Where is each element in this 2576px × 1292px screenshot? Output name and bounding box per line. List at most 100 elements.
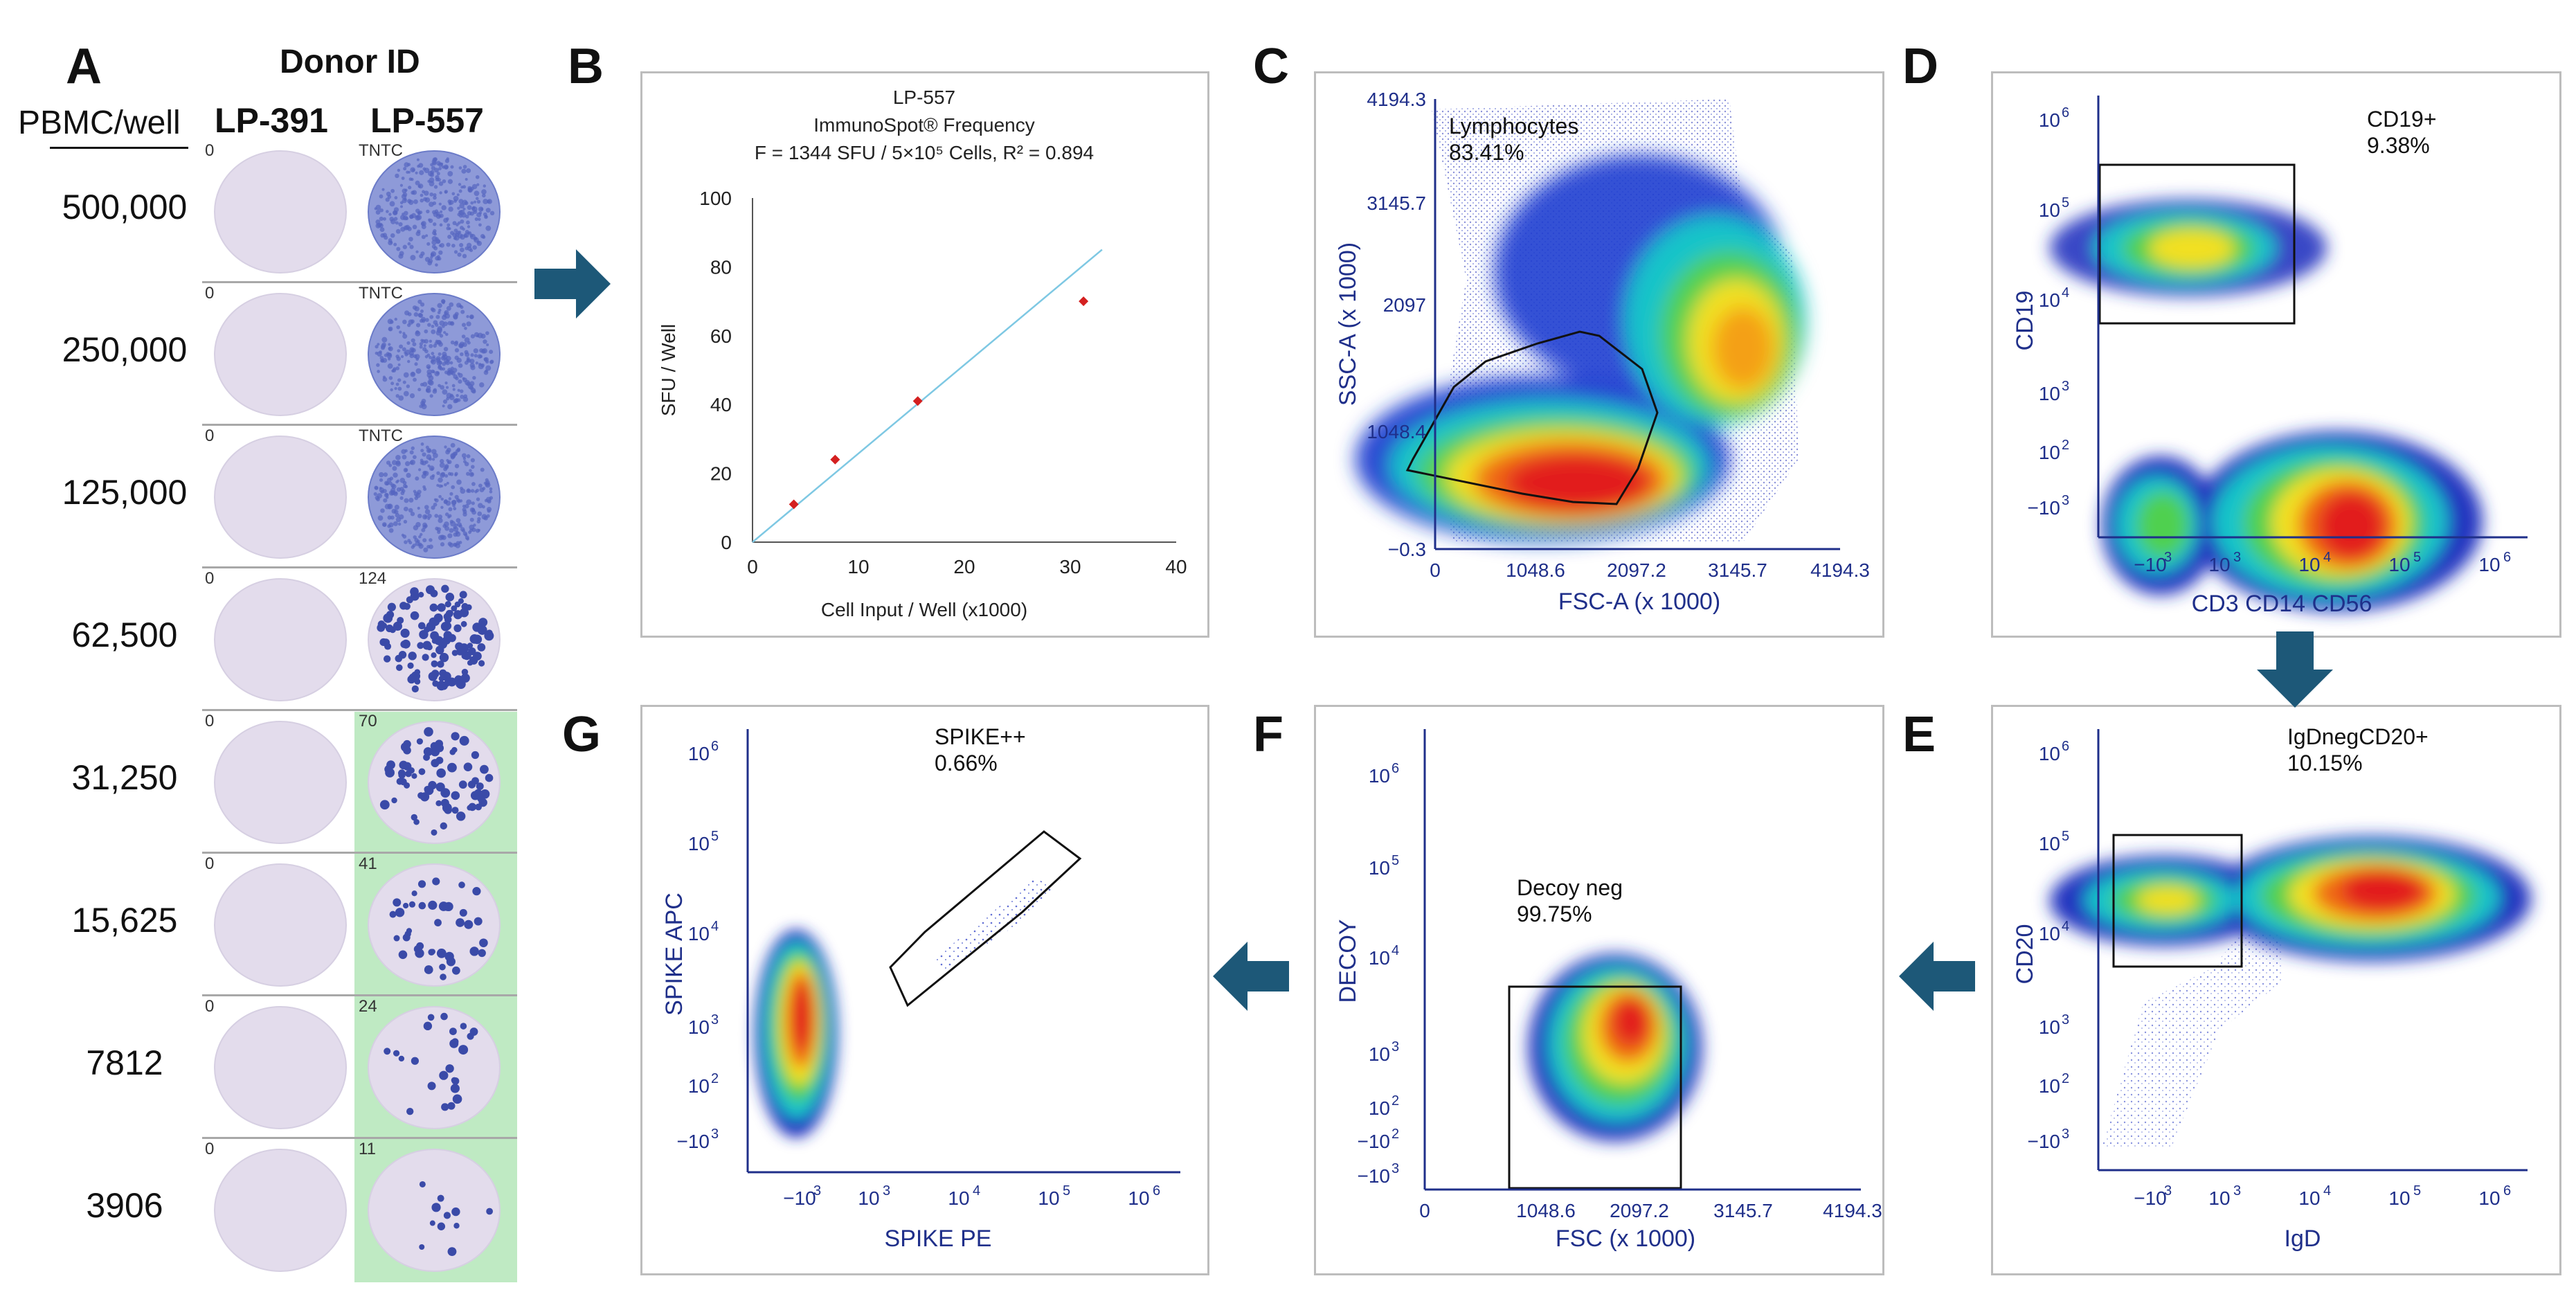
panel-label-e: E: [1902, 707, 1936, 762]
panel-e-frame: [1991, 705, 2561, 1275]
row-divider: [202, 1137, 517, 1139]
x-tick-label: 10: [847, 556, 869, 577]
tick-exponent: 2: [2062, 1071, 2069, 1086]
tick-label: 4194.3: [1367, 89, 1426, 110]
tick-label: 10: [2039, 289, 2060, 311]
y-tick-label: 40: [710, 394, 732, 415]
scatter-cloud: [2102, 933, 2282, 1148]
tick-exponent: 3: [2233, 550, 2241, 565]
tick-label: 10: [1369, 1097, 1390, 1119]
tick-label: 10: [1038, 1187, 1059, 1209]
tick-label: 1048.6: [1506, 559, 1565, 581]
tick-exponent: 6: [711, 739, 719, 754]
lymphocyte-gate: [1405, 330, 1659, 505]
tick-exponent: 4: [973, 1183, 980, 1199]
tick-label: 10: [2298, 554, 2320, 575]
well-lp557: [361, 429, 507, 562]
tick-label: 4194.3: [1810, 559, 1870, 581]
dose-label: 7812: [86, 1043, 163, 1082]
tick-exponent: 5: [1391, 853, 1399, 868]
tick-exponent: 2: [1391, 1127, 1399, 1142]
tick-label: 10: [2039, 109, 2060, 131]
tick-label: 10: [2478, 554, 2500, 575]
tick-label: −10: [2134, 554, 2167, 575]
tick-exponent: 3: [2233, 1183, 2241, 1199]
arrow-e-to-f: [1899, 942, 1975, 1011]
row-divider: [202, 424, 517, 426]
y-tick-label: 100: [699, 188, 732, 209]
tick-label: 0: [1419, 1200, 1430, 1221]
tick-label: 3145.7: [1367, 192, 1426, 214]
tick-label: 2097: [1383, 294, 1426, 316]
spot-count: 124: [359, 569, 387, 588]
panel-b-frame: [640, 71, 1209, 638]
tick-exponent: 3: [2164, 550, 2172, 565]
arrow-a-to-b: [534, 249, 611, 318]
spot-count: 0: [205, 427, 215, 445]
gate-percent: 99.75%: [1517, 901, 1592, 926]
tick-label: 3145.7: [1713, 1200, 1773, 1221]
tick-exponent: 3: [2062, 1012, 2069, 1028]
tick-label: 10: [1369, 947, 1390, 969]
tick-exponent: 6: [1153, 1183, 1160, 1199]
tick-exponent: 6: [2062, 105, 2069, 120]
igdneg-cd20-gate: [2112, 834, 2243, 968]
spot-count: 24: [359, 997, 377, 1016]
tick-label: 2097.2: [1607, 559, 1666, 581]
spot-count: 0: [205, 997, 215, 1016]
tick-label: 10: [688, 743, 710, 764]
dose-label: 15,625: [71, 901, 178, 940]
y-axis-label: SFU / Well: [658, 324, 679, 416]
well-lp557: [361, 715, 507, 847]
tick-label: 10: [2478, 1187, 2500, 1209]
x-axis-label: FSC (x 1000): [1556, 1226, 1695, 1252]
tick-label: −0.3: [1388, 539, 1426, 560]
spot-count: 70: [359, 712, 377, 730]
tick-label: 10: [948, 1187, 969, 1209]
tick-exponent: 4: [2062, 285, 2069, 300]
panel-label-c: C: [1253, 39, 1289, 94]
spot-count: 11: [359, 1140, 376, 1158]
tick-label: 10: [688, 833, 710, 854]
gate-name: IgDnegCD20+: [2287, 724, 2429, 749]
tick-exponent: 6: [2062, 739, 2069, 754]
tick-label: 1048.6: [1516, 1200, 1576, 1221]
gate-name: CD19+: [2367, 107, 2437, 132]
dose-label: 3906: [86, 1186, 163, 1225]
tick-label: 10: [1369, 857, 1390, 879]
panel-label-d: D: [1902, 39, 1938, 94]
y-tick-label: 80: [710, 256, 732, 278]
y-axis-label: CD20: [2012, 924, 2038, 985]
tick-exponent: 3: [1391, 1039, 1399, 1055]
spot-count: TNTC: [359, 284, 403, 303]
tick-exponent: 5: [711, 829, 719, 844]
y-tick-label: 60: [710, 325, 732, 347]
spot-count: 0: [205, 141, 215, 160]
tick-label: 10: [2298, 1187, 2320, 1209]
tick-label: 10: [2039, 833, 2060, 854]
well-lp557: [361, 144, 507, 277]
donor-lp557-header: LP-557: [370, 101, 484, 140]
density-heatmap: [2050, 836, 2531, 961]
spot-count: TNTC: [359, 141, 403, 160]
data-point: [912, 396, 923, 406]
tick-label: 1048.4: [1367, 421, 1426, 442]
row-divider: [202, 994, 517, 996]
tick-label: −10: [2028, 497, 2061, 519]
gate-percent: 10.15%: [2287, 751, 2363, 775]
spot-count: TNTC: [359, 427, 403, 445]
spot-count: 0: [205, 712, 215, 730]
decoy-neg-gate: [1508, 985, 1682, 1190]
tick-exponent: 3: [1391, 1161, 1399, 1176]
well-lp557: [361, 1000, 507, 1133]
row-divider: [202, 566, 517, 568]
x-axis-label: FSC-A (x 1000): [1558, 589, 1720, 615]
well-lp391: [208, 857, 353, 990]
tick-exponent: 2: [1391, 1093, 1399, 1109]
pbmc-underline: [50, 147, 188, 149]
tick-label: 10: [2039, 1016, 2060, 1038]
well-lp391: [208, 1142, 353, 1275]
well-lp391: [208, 429, 353, 562]
